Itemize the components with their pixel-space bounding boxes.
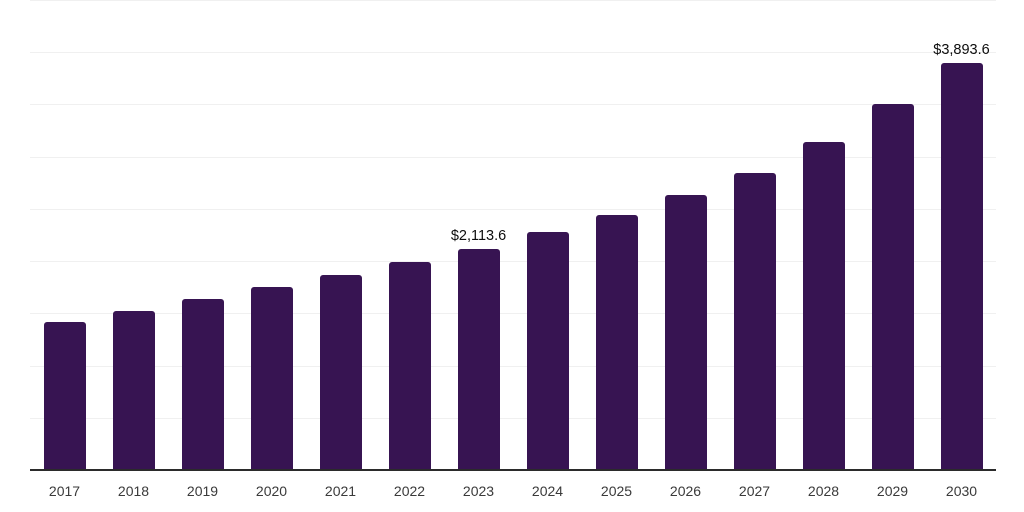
bar-2022[interactable] — [388, 262, 431, 470]
bar-2021[interactable] — [319, 274, 362, 470]
bar-2024[interactable] — [526, 232, 569, 470]
bar-value-label-2030: $3,893.6 — [933, 42, 990, 59]
gridline — [30, 417, 996, 419]
x-tick-label-2020: 2020 — [255, 483, 288, 499]
bar-value-label-2023: $2,113.6 — [450, 228, 507, 245]
gridline — [30, 365, 996, 367]
x-tick-label-2021: 2021 — [324, 483, 357, 499]
x-tick-label-2024: 2024 — [531, 483, 564, 499]
x-tick-label-2025: 2025 — [600, 483, 633, 499]
x-tick-label-2028: 2028 — [807, 483, 840, 499]
gridline — [30, 52, 996, 54]
bar-2020[interactable] — [250, 286, 293, 470]
gridline — [30, 156, 996, 158]
bar-2027[interactable] — [733, 173, 776, 470]
gridline — [30, 261, 996, 263]
gridline — [30, 104, 996, 106]
bar-2026[interactable] — [664, 195, 707, 470]
bar-2018[interactable] — [112, 310, 155, 470]
x-tick-label-2018: 2018 — [117, 483, 150, 499]
bar-2028[interactable] — [802, 142, 845, 470]
x-tick-label-2019: 2019 — [186, 483, 219, 499]
bar-2029[interactable] — [871, 104, 914, 470]
bar-2025[interactable] — [595, 215, 638, 470]
bar-2023[interactable] — [457, 249, 500, 470]
x-tick-label-2026: 2026 — [669, 483, 702, 499]
bar-2017[interactable] — [43, 322, 86, 470]
bar-2030[interactable] — [940, 63, 983, 470]
x-tick-label-2023: 2023 — [462, 483, 495, 499]
gridline — [30, 208, 996, 210]
x-tick-label-2022: 2022 — [393, 483, 426, 499]
x-tick-label-2017: 2017 — [48, 483, 81, 499]
gridline — [30, 0, 996, 1]
x-tick-label-2029: 2029 — [876, 483, 909, 499]
gridline — [30, 313, 996, 315]
bar-2019[interactable] — [181, 298, 224, 470]
x-tick-label-2030: 2030 — [945, 483, 978, 499]
x-axis-line — [30, 469, 996, 471]
x-tick-label-2027: 2027 — [738, 483, 771, 499]
